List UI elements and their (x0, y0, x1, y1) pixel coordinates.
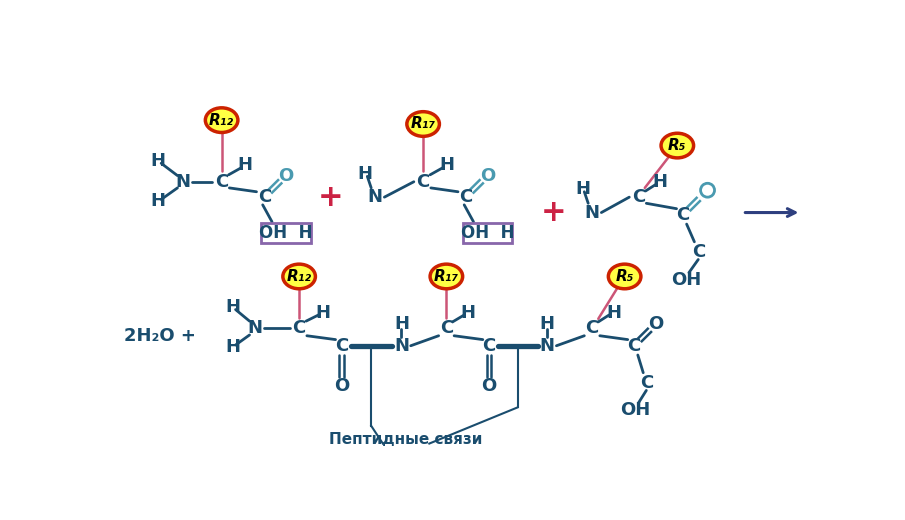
Text: N: N (394, 337, 409, 355)
Text: 2H₂O +: 2H₂O + (124, 327, 195, 345)
Text: C: C (292, 319, 306, 337)
Text: C: C (440, 319, 453, 337)
Text: O: O (481, 377, 497, 395)
Text: H: H (357, 165, 373, 183)
Text: H: H (150, 152, 166, 170)
Text: C: C (632, 188, 645, 206)
Text: C: C (416, 173, 430, 191)
Text: N: N (539, 337, 555, 355)
Text: Пептидные связи: Пептидные связи (329, 432, 482, 447)
Text: C: C (215, 173, 228, 191)
Text: R₁₇: R₁₇ (433, 269, 459, 284)
Ellipse shape (661, 133, 693, 158)
Text: C: C (335, 337, 348, 355)
Text: R₁₂: R₁₂ (209, 113, 234, 127)
Text: OH: OH (620, 401, 651, 419)
Text: H: H (225, 298, 241, 316)
Text: O: O (334, 377, 349, 395)
Bar (462, 223, 512, 243)
Ellipse shape (205, 108, 238, 133)
Text: N: N (367, 188, 383, 206)
Text: H: H (461, 304, 475, 322)
Text: H: H (539, 315, 555, 333)
Bar (262, 223, 310, 243)
Text: OH  H: OH H (461, 224, 514, 242)
Text: O: O (480, 166, 495, 185)
Text: O: O (279, 166, 293, 185)
Text: H: H (150, 192, 166, 210)
Text: C: C (482, 337, 496, 355)
Text: C: C (640, 374, 653, 392)
Text: H: H (394, 315, 409, 333)
Text: O: O (648, 315, 663, 333)
Text: OH: OH (671, 270, 701, 289)
Text: R₁₇: R₁₇ (411, 116, 435, 132)
Ellipse shape (407, 112, 440, 136)
Text: R₅: R₅ (615, 269, 634, 284)
Text: C: C (258, 188, 271, 206)
Text: R₅: R₅ (668, 138, 687, 153)
Text: H: H (606, 304, 621, 322)
Text: H: H (439, 156, 454, 174)
Text: OH  H: OH H (259, 224, 313, 242)
Text: C: C (691, 243, 705, 261)
Text: C: C (459, 188, 472, 206)
Ellipse shape (430, 264, 462, 289)
Text: C: C (627, 337, 641, 355)
Text: H: H (225, 339, 241, 356)
Ellipse shape (608, 264, 641, 289)
Text: C: C (676, 206, 690, 224)
Text: N: N (176, 173, 190, 191)
Text: H: H (315, 304, 330, 322)
Text: H: H (237, 156, 252, 174)
Text: H: H (653, 173, 668, 191)
Text: N: N (585, 203, 600, 222)
Text: C: C (586, 319, 599, 337)
Ellipse shape (283, 264, 316, 289)
Text: H: H (576, 180, 590, 199)
Text: R₁₂: R₁₂ (287, 269, 311, 284)
Text: +: + (540, 198, 567, 227)
Text: N: N (247, 319, 262, 337)
Text: +: + (318, 183, 343, 212)
Circle shape (700, 183, 715, 197)
